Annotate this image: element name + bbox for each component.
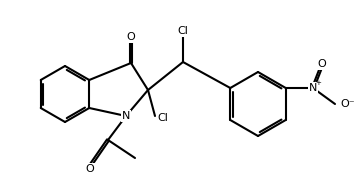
- Text: O: O: [318, 59, 326, 69]
- Text: O⁻: O⁻: [340, 99, 354, 109]
- Text: +: +: [315, 80, 321, 86]
- Text: Cl: Cl: [178, 26, 188, 36]
- Text: N: N: [122, 111, 130, 121]
- Text: O: O: [86, 164, 95, 174]
- Text: Cl: Cl: [157, 113, 168, 123]
- Text: O: O: [127, 32, 135, 42]
- Text: N: N: [309, 83, 317, 93]
